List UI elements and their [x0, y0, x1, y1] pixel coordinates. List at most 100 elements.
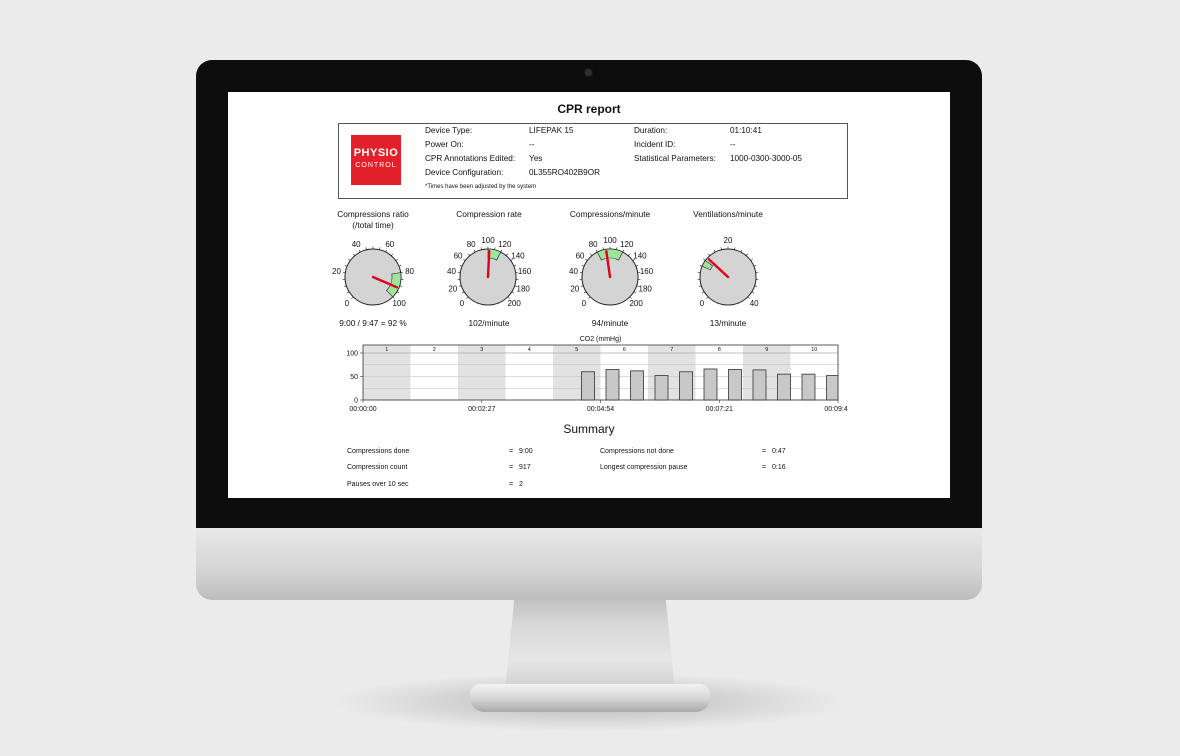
gauge-tick	[390, 253, 394, 256]
gauge-tick	[595, 249, 598, 253]
gauge-tick-label: 40	[352, 240, 361, 249]
chart-y-tick-label: 0	[354, 398, 358, 405]
summary-value: 0:47	[772, 448, 786, 455]
gauge-tick	[740, 249, 743, 253]
chart-title: CO2 (mmHg)	[580, 336, 622, 343]
device-info-box: PHYSIO CONTROL Device Type: Power On: CP…	[338, 123, 848, 199]
chart-x-tick-label: 00:02:27	[468, 406, 495, 413]
gauge-tick	[358, 249, 361, 253]
chart-bar	[801, 373, 816, 401]
summary-label: Compression count	[347, 464, 408, 471]
gauge-value-compressions-per-minute: 94/minute	[591, 318, 629, 328]
gauge-tick	[734, 247, 736, 250]
gauge-tick-label: 0	[582, 299, 587, 308]
gauge-tick	[399, 285, 403, 287]
gauge-tick-label: 40	[447, 267, 456, 276]
chart-bar	[605, 369, 620, 401]
chart-segment-label: 1	[385, 347, 388, 353]
gauge-tick	[513, 265, 517, 267]
summary-equals: =	[762, 448, 767, 455]
gauge-tick	[396, 291, 400, 294]
report-screen: CPR report PHYSIO CONTROL Device Type: P…	[228, 92, 950, 498]
chart-segment-label: 7	[670, 347, 673, 353]
gauge-tick	[343, 285, 347, 287]
gauge-tick-label: 60	[454, 251, 463, 260]
gauge-tick	[507, 296, 510, 299]
gauge-tick	[511, 291, 515, 294]
chart-segment-label: 5	[575, 347, 578, 353]
gauge-tick-label: 0	[700, 299, 705, 308]
chart-x-tick-label: 00:00:00	[349, 406, 376, 413]
gauge-tick-label: 20	[724, 236, 733, 245]
gauge-title-text: Compressions ratio (/total time)	[337, 209, 409, 230]
summary-equals: =	[509, 481, 514, 488]
gauge-tick	[583, 291, 587, 294]
summary-label: Compressions done	[347, 448, 410, 455]
monitor-chin	[196, 528, 982, 600]
chart-segment-band	[363, 345, 411, 400]
gauge-tick	[747, 296, 750, 299]
gauge-value-compression-rate: 102/minute	[468, 318, 510, 328]
camera-icon	[585, 69, 592, 76]
chart-y-tick-label: 100	[346, 351, 358, 358]
gauge-tick-label: 40	[750, 299, 759, 308]
gauge-tick-label: 40	[569, 267, 578, 276]
info-label-duration: Duration:	[634, 126, 668, 135]
summary-value: 917	[519, 464, 531, 471]
chart-bar	[654, 375, 669, 401]
gauge-tick	[753, 265, 757, 267]
info-value-cpr-edited: Yes	[529, 154, 543, 163]
gauge-tick-label: 80	[405, 267, 414, 276]
gauge-needle	[371, 275, 399, 289]
chart-bar	[630, 370, 644, 401]
gauge-tick-label: 0	[345, 299, 350, 308]
gauge-tick	[581, 265, 585, 267]
gauge-title-ventilations-per-minute: Ventilations/minute	[693, 209, 763, 219]
info-label-device-type: Device Type:	[425, 126, 473, 135]
gauge-tick-label: 0	[460, 299, 465, 308]
gauge-tick	[745, 253, 749, 256]
gauge-tick	[348, 258, 351, 261]
gauge-tick	[588, 296, 591, 299]
chart-segment-label: 9	[765, 347, 768, 353]
co2-chart: CO2 (mmHg) 1 2 3 4 5 6 7 8 9 10 100 50 000:00:00 00:02…	[346, 336, 848, 413]
gauge-needle	[605, 250, 612, 279]
gauge-tick	[713, 249, 716, 253]
gauge-title-compressions-ratio: Compressions ratio (/total time)	[313, 209, 433, 231]
gauge-tick	[629, 296, 632, 299]
summary-equals: =	[762, 464, 767, 471]
gauge-tick	[754, 285, 758, 287]
chart-segment-label: 4	[528, 347, 531, 353]
chart-x-tick-label: 00:09:48	[824, 406, 848, 413]
chart-segment-band	[458, 345, 506, 400]
gauge-target-zone	[701, 260, 714, 271]
chart-bar	[728, 369, 742, 401]
gauge-tick-label: 20	[570, 284, 579, 293]
gauge-tick-label: 20	[332, 267, 341, 276]
gauge-tick-label: 180	[517, 284, 531, 293]
monitor-stand	[505, 590, 675, 690]
chart-x-tick-label: 00:04:54	[587, 406, 614, 413]
chart-bar	[581, 371, 595, 401]
info-note: *Times have been adjusted by the system	[425, 184, 537, 190]
info-label-incident-id: Incident ID:	[634, 140, 676, 149]
gauge-tick-label: 100	[481, 236, 495, 245]
chart-bar	[777, 373, 791, 401]
info-value-duration: 01:10:41	[730, 126, 762, 135]
gauge-tick-label: 80	[589, 240, 598, 249]
summary-value: 9:00	[519, 448, 533, 455]
gauge-tick	[633, 291, 637, 294]
gauge-tick	[463, 258, 466, 261]
gauge-tick-label: 60	[385, 240, 394, 249]
gauge-tick	[344, 265, 348, 267]
gauge-tick-label: 160	[640, 267, 654, 276]
gauge-value-compressions-ratio: 9:00 / 9:47 = 92 %	[339, 318, 407, 328]
gauge-tick-label: 200	[629, 299, 643, 308]
gauge-tick-label: 200	[507, 299, 521, 308]
gauge-tick	[395, 258, 398, 261]
gauge-needle	[707, 258, 730, 279]
gauge-tick	[632, 258, 635, 261]
report-title: CPR report	[557, 102, 621, 116]
gauge-tick	[461, 291, 465, 294]
chart-segment-label: 2	[433, 347, 436, 353]
